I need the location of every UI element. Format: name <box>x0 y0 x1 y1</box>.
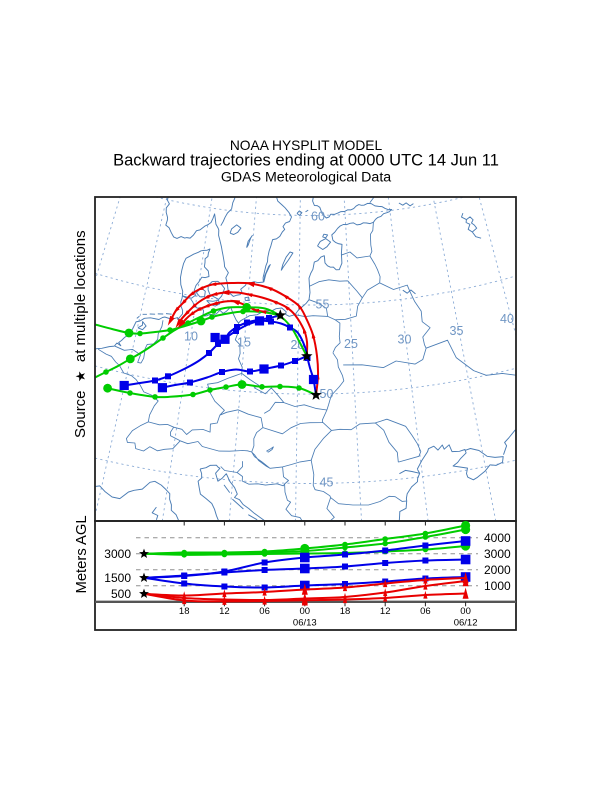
svg-text:4000: 4000 <box>484 531 511 545</box>
svg-text:NOAA HYSPLIT MODEL: NOAA HYSPLIT MODEL <box>230 138 383 153</box>
svg-text:25: 25 <box>344 337 358 351</box>
svg-text:10: 10 <box>184 330 198 344</box>
svg-text:500: 500 <box>111 587 131 601</box>
svg-text:20: 20 <box>291 338 305 352</box>
svg-text:35: 35 <box>450 324 464 338</box>
svg-text:30: 30 <box>398 333 412 347</box>
svg-text:06: 06 <box>259 606 270 617</box>
svg-text:Source ★ at multiple locatio: Source ★ at multiple locations <box>72 230 89 438</box>
svg-text:00: 00 <box>300 606 311 617</box>
svg-text:2000: 2000 <box>484 563 511 577</box>
svg-text:18: 18 <box>179 606 190 617</box>
svg-text:55: 55 <box>316 298 330 312</box>
svg-text:06/12: 06/12 <box>454 618 478 629</box>
svg-text:50: 50 <box>320 387 334 401</box>
svg-text:18: 18 <box>340 606 351 617</box>
svg-text:1000: 1000 <box>484 579 511 593</box>
svg-text:60: 60 <box>311 210 325 224</box>
svg-text:00: 00 <box>460 606 471 617</box>
svg-text:3000: 3000 <box>104 547 131 561</box>
svg-text:40: 40 <box>500 312 514 326</box>
svg-text:Backward trajectories ending a: Backward trajectories ending at 0000 UTC… <box>113 152 499 170</box>
svg-text:1500: 1500 <box>104 571 131 585</box>
svg-text:12: 12 <box>380 606 391 617</box>
svg-text:06/13: 06/13 <box>293 618 317 629</box>
svg-text:Meters AGL: Meters AGL <box>74 515 90 593</box>
svg-text:12: 12 <box>219 606 230 617</box>
svg-text:15: 15 <box>237 336 251 350</box>
svg-text:06: 06 <box>420 606 431 617</box>
svg-text:45: 45 <box>320 476 334 490</box>
svg-text:GDAS Meteorological Data: GDAS Meteorological Data <box>221 170 391 186</box>
svg-text:3000: 3000 <box>484 547 511 561</box>
